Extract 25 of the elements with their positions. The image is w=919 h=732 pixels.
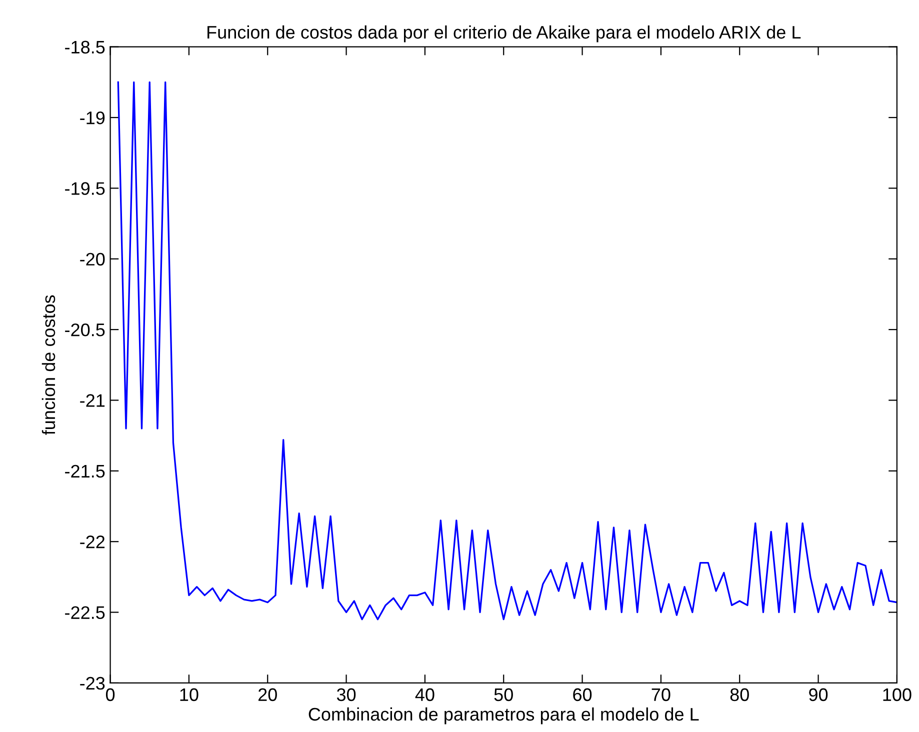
x-tick-label: 40 <box>415 688 434 702</box>
x-tick-label: 20 <box>258 688 277 702</box>
y-tick-label: -21.5 <box>65 464 105 478</box>
y-tick-label: -20.5 <box>65 323 105 336</box>
x-tick-label: 70 <box>652 688 670 702</box>
x-tick-label: 80 <box>730 688 749 702</box>
y-tick-label: -21 <box>80 394 105 407</box>
line-series <box>117 81 897 620</box>
chart-title: Funcion de costos dada por el criterio de Akaike para el modelo ARIX de L <box>208 25 801 42</box>
y-axis-title: funcion de costos <box>42 295 56 435</box>
x-tick-label: 90 <box>809 688 828 702</box>
y-tick-label: -19 <box>80 111 105 124</box>
y-tick-label: -19.5 <box>65 182 105 195</box>
x-tick-label: 50 <box>494 688 513 702</box>
y-tick-label: -22 <box>80 536 105 548</box>
x-tick-label: 100 <box>883 688 912 702</box>
x-axis-title: Combinacion de parametros para el modelo de L <box>308 707 699 724</box>
y-tick-label: -22.5 <box>65 606 105 619</box>
y-tick-label: -18.5 <box>65 40 105 54</box>
y-tick-label: -23 <box>80 676 105 690</box>
x-tick-label: 60 <box>573 688 592 702</box>
x-tick-label: 30 <box>336 688 356 702</box>
y-tick-label: -20 <box>80 252 105 266</box>
x-tick-label: 0 <box>106 688 115 702</box>
x-tick-label: 10 <box>180 688 198 702</box>
